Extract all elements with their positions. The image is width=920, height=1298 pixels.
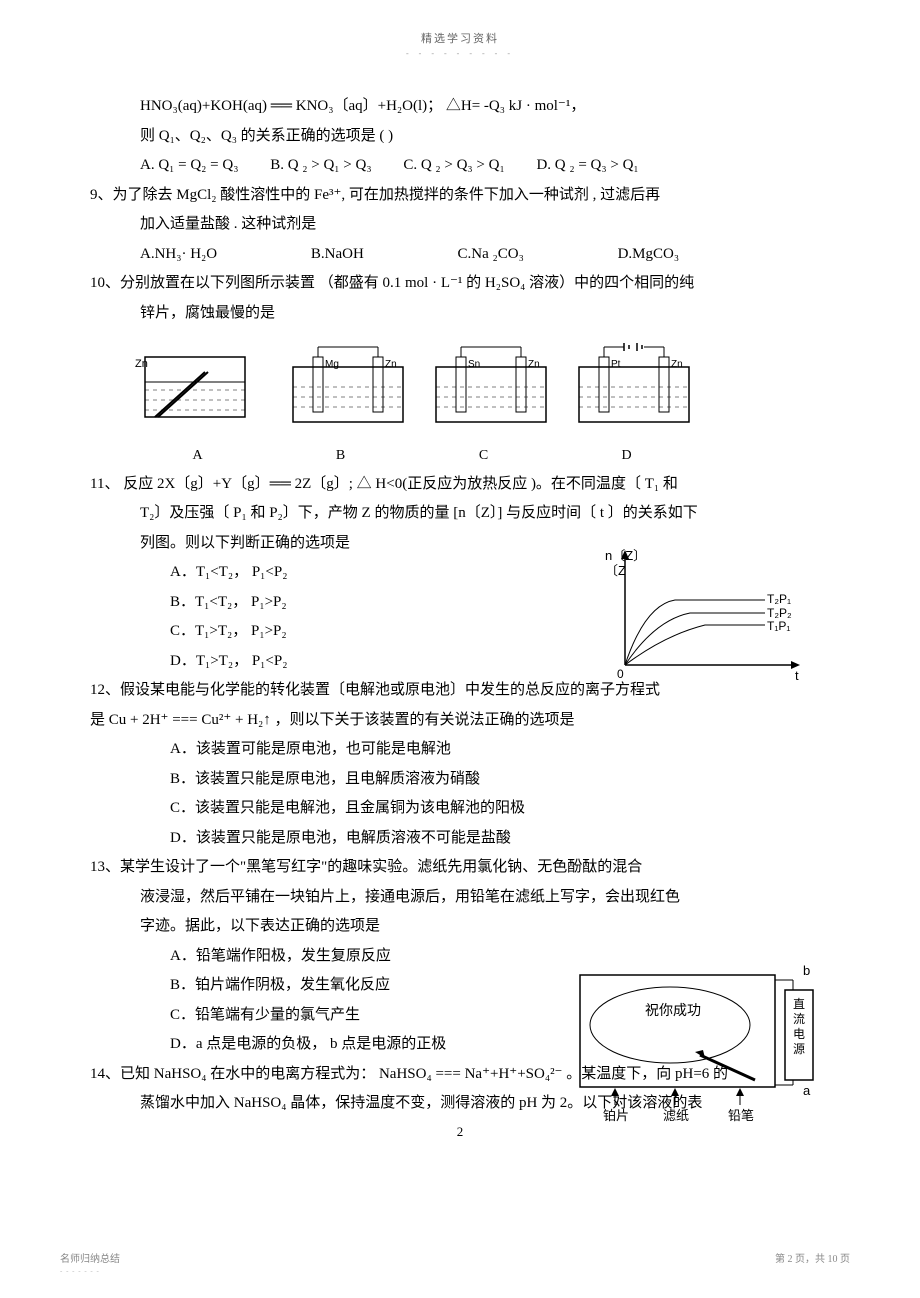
q12-optB: B．该装置只能是原电池，且电解质溶液为硝酸 — [90, 767, 830, 793]
q8-optB: B. Q ₂ > Q₁ > Q₃ — [270, 153, 371, 179]
q12-optD: D．该装置只能是原电池，电解质溶液不可能是盐酸 — [90, 826, 830, 852]
svg-text:滤纸: 滤纸 — [663, 1108, 689, 1123]
svg-text:直: 直 — [793, 997, 805, 1011]
q11-chart: n〔Z〕 〔Z T₂P₁ T₂P₂ T₁P₁ 0 t — [605, 545, 805, 675]
svg-text:0: 0 — [617, 667, 624, 681]
svg-text:Zn: Zn — [528, 359, 540, 370]
q10-diagram-A: Zn A — [130, 332, 265, 467]
q10-label-D: D — [559, 444, 694, 468]
q9-options: A.NH₃· H₂O B.NaOH C.Na ₂CO₃ D.MgCO₃ — [90, 242, 830, 268]
q13-diagram: 祝你成功 直 流 电 源 b a 铂片 滤纸 铅笔 — [575, 960, 820, 1125]
q11-line1: 11、 反应 2X〔g〕+Y〔g〕══ 2Z〔g〕; △ H<0(正反应为放热反… — [90, 472, 830, 498]
q8-optA: A. Q₁ = Q₂ = Q₃ — [140, 153, 238, 179]
svg-text:Sn: Sn — [468, 359, 480, 370]
footer-right: 第 2 页，共 10 页 — [775, 1251, 850, 1268]
q12-optA: A．该装置可能是原电池，也可能是电解池 — [90, 737, 830, 763]
q10-label-B: B — [273, 444, 408, 468]
svg-text:a: a — [803, 1083, 811, 1098]
header-title: 精选学习资料 — [0, 0, 920, 49]
q9-optC: C.Na ₂CO₃ — [458, 242, 524, 268]
q10-diagram-C: Sn Zn C — [416, 332, 551, 467]
q13-line2: 液浸湿，然后平铺在一块铂片上，接通电源后，用铅笔在滤纸上写字，会出现红色 — [90, 885, 830, 911]
q9-line2: 加入适量盐酸 . 这种试剂是 — [90, 212, 830, 238]
q9-line1: 9、为了除去 MgCl₂ 酸性溶性中的 Fe³⁺, 可在加热搅拌的条件下加入一种… — [90, 183, 830, 209]
svg-text:电: 电 — [793, 1027, 805, 1041]
q11-line2: T₂〕及压强〔 P₁ 和 P₂〕下，产物 Z 的物质的量 [n〔Z〕] 与反应时… — [90, 501, 830, 527]
svg-text:Pt: Pt — [611, 359, 621, 370]
svg-text:T₂P₂: T₂P₂ — [767, 606, 792, 620]
svg-text:Zn: Zn — [671, 359, 683, 370]
svg-text:祝你成功: 祝你成功 — [645, 1002, 701, 1018]
svg-text:流: 流 — [793, 1012, 805, 1026]
header-dots: - - - - - - - - - — [0, 47, 920, 61]
svg-text:铅笔: 铅笔 — [728, 1108, 754, 1123]
svg-text:T₂P₁: T₂P₁ — [767, 592, 791, 606]
q8-line2: 则 Q₁、Q₂、Q₃ 的关系正确的选项是 ( ) — [90, 124, 830, 150]
q9-optB: B.NaOH — [311, 242, 364, 268]
q13-line3: 字迹。据此，以下表达正确的选项是 — [90, 914, 830, 940]
q10-line2: 锌片，腐蚀最慢的是 — [90, 301, 830, 327]
svg-text:〔Z: 〔Z — [605, 563, 626, 578]
svg-text:源: 源 — [793, 1042, 805, 1056]
q10-diagram-D: Pt Zn D — [559, 332, 694, 467]
q10-diagram-B: Mg Zn B — [273, 332, 408, 467]
footer-lines: - - - - - - - — [60, 1266, 100, 1278]
q13-line1: 13、某学生设计了一个"黑笔写红字"的趣味实验。滤纸先用氯化钠、无色酚酞的混合 — [90, 855, 830, 881]
svg-text:t: t — [795, 668, 799, 683]
svg-text:Zn: Zn — [135, 358, 148, 370]
q9-optA: A.NH₃· H₂O — [140, 242, 217, 268]
q10-label-C: C — [416, 444, 551, 468]
svg-text:Zn: Zn — [385, 359, 397, 370]
svg-text:T₁P₁: T₁P₁ — [767, 619, 790, 633]
svg-text:铂片: 铂片 — [603, 1108, 629, 1123]
q8-options: A. Q₁ = Q₂ = Q₃ B. Q ₂ > Q₁ > Q₃ C. Q ₂ … — [90, 153, 830, 179]
svg-text:b: b — [803, 963, 810, 978]
q12-line2: 是 Cu + 2H⁺ === Cu²⁺ + H₂↑ ，则以下关于该装置的有关说法… — [90, 708, 830, 734]
q8-optD: D. Q ₂ = Q₃ > Q₁ — [536, 153, 638, 179]
q10-line1: 10、分别放置在以下列图所示装置 （都盛有 0.1 mol · L⁻¹ 的 H₂… — [90, 271, 830, 297]
q10-label-A: A — [130, 444, 265, 468]
q8-optC: C. Q ₂ > Q₃ > Q₁ — [403, 153, 504, 179]
q9-optD: D.MgCO₃ — [618, 242, 680, 268]
svg-text:n〔Z〕: n〔Z〕 — [605, 548, 646, 563]
svg-text:Mg: Mg — [325, 359, 339, 370]
q8-line1: HNO₃(aq)+KOH(aq) ══ KNO₃〔aq〕+H₂O(l)； △H=… — [90, 94, 830, 120]
q10-diagrams: Zn A Mg Zn B — [130, 332, 830, 467]
q12-optC: C．该装置只能是电解池，且金属铜为该电解池的阳极 — [90, 796, 830, 822]
